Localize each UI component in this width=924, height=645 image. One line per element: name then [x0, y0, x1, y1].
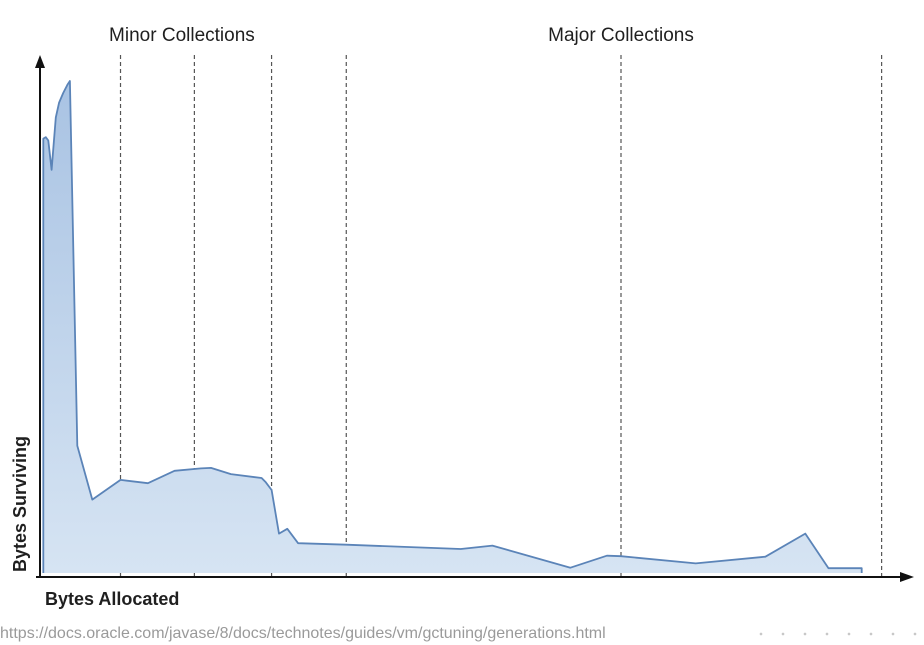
dot-leader [750, 632, 920, 636]
source-url[interactable]: https://docs.oracle.com/javase/8/docs/te… [0, 625, 606, 642]
y-axis-arrow-icon [35, 55, 45, 68]
minor-collections-label: Minor Collections [109, 25, 255, 46]
x-axis-label: Bytes Allocated [45, 589, 180, 609]
series-line-1 [42, 80, 863, 574]
x-axis-arrow-icon [900, 572, 914, 582]
y-axis-label: Bytes Surviving [10, 435, 30, 572]
major-collections-label: Major Collections [548, 25, 694, 46]
series-area-1 [43, 81, 862, 573]
